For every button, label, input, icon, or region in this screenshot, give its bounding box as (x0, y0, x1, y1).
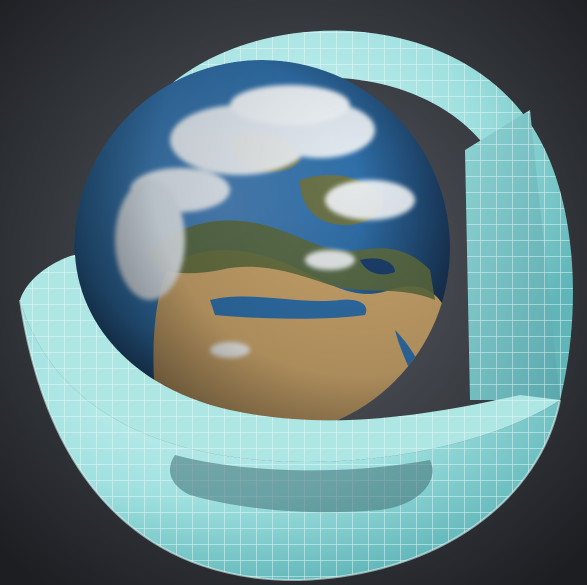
atmosphere-grid-icon (19, 255, 561, 582)
atmosphere-grid-icon (150, 30, 573, 400)
